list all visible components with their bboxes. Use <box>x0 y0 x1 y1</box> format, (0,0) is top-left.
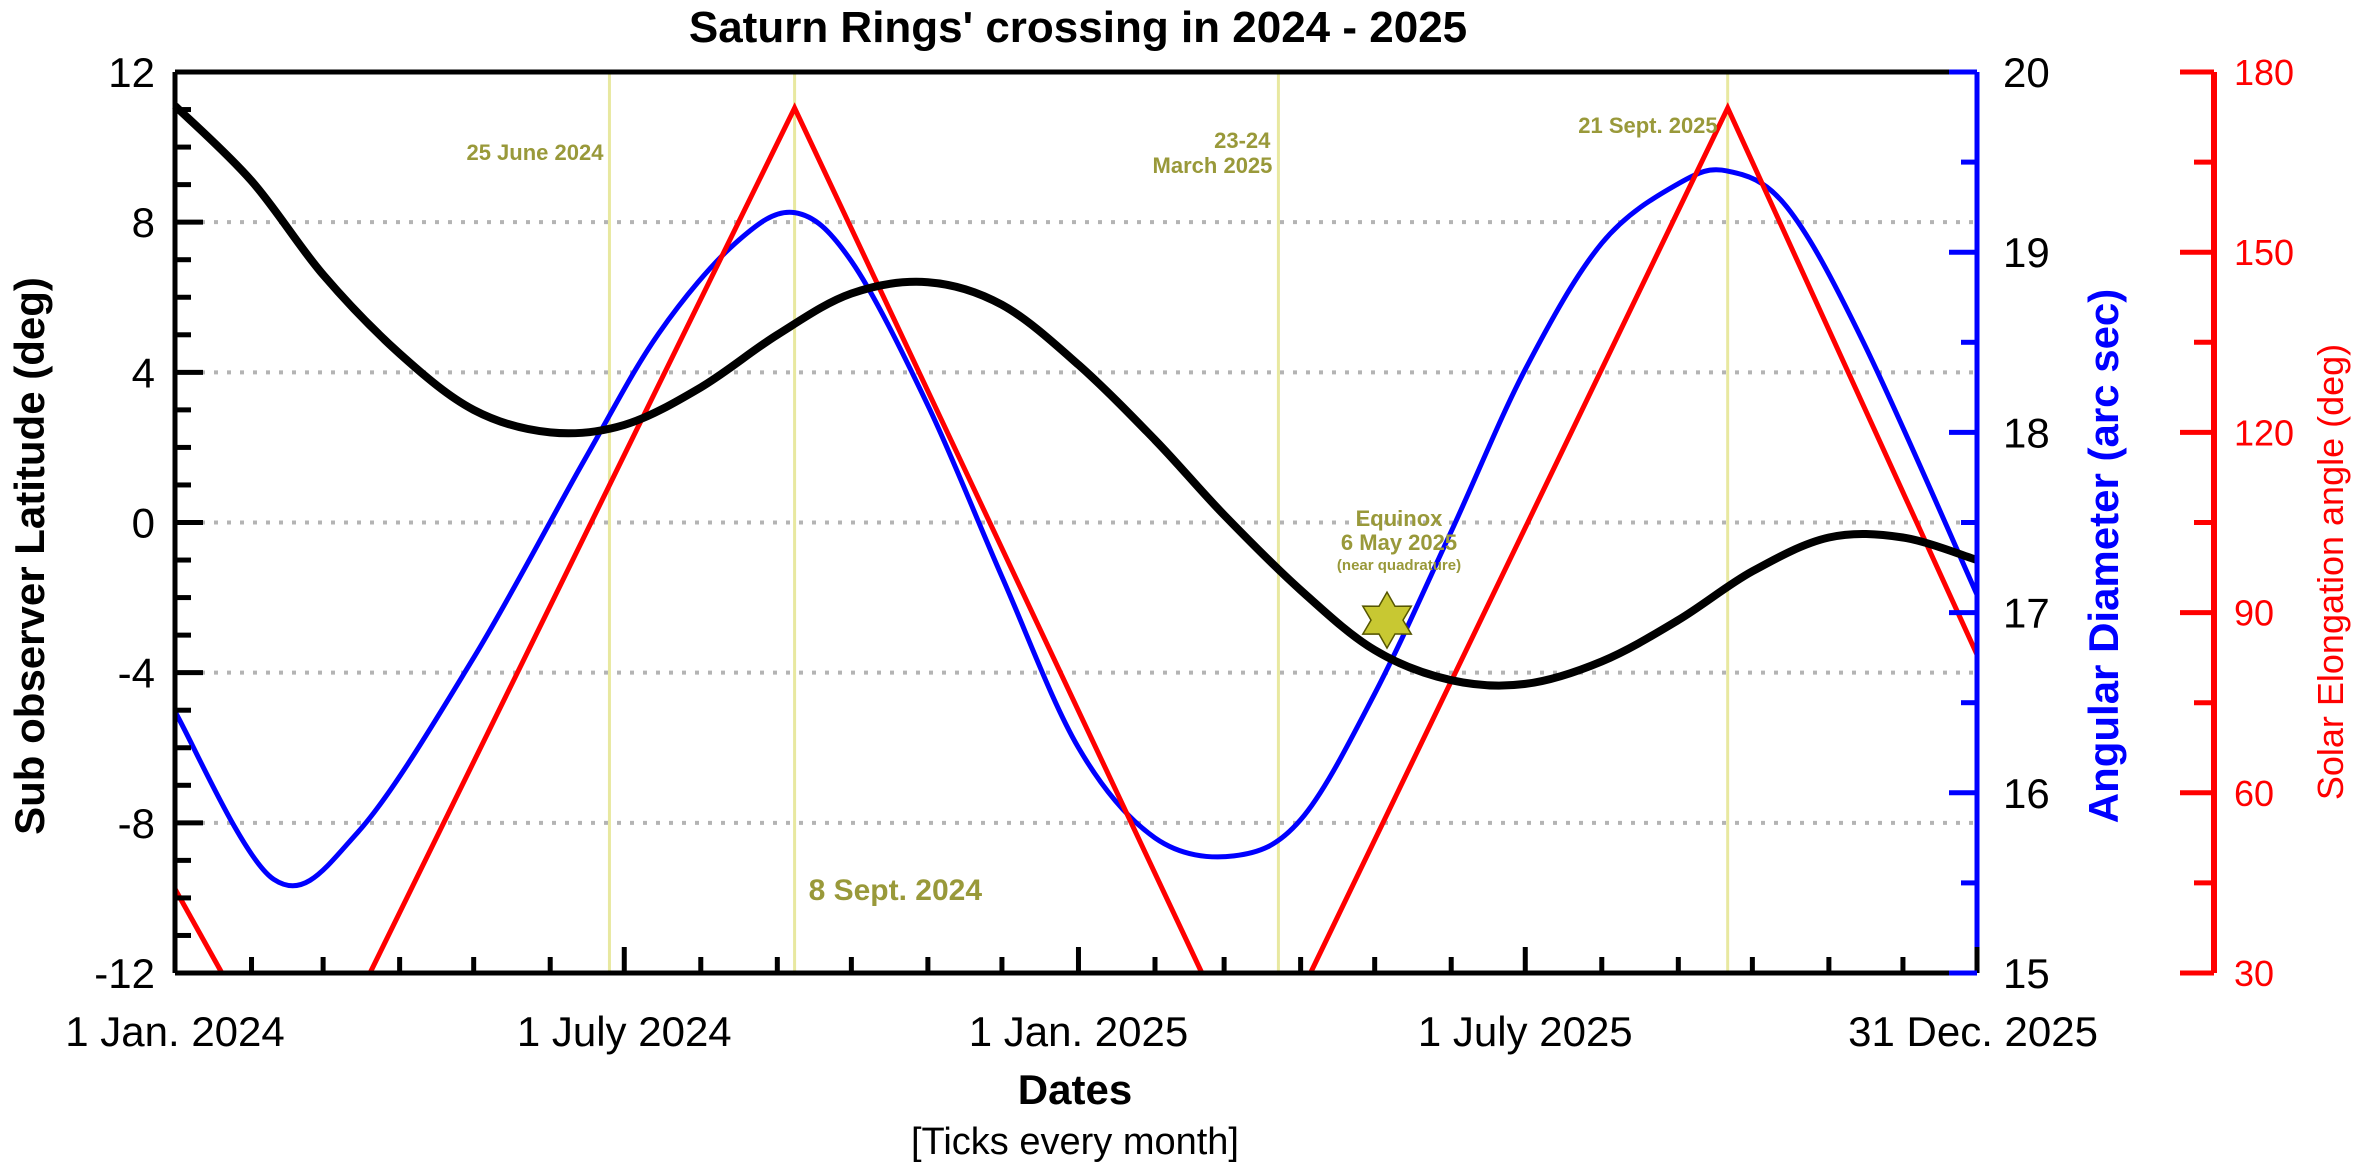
left-tick-label: 0 <box>132 500 155 547</box>
left-tick-label: 4 <box>132 349 155 396</box>
x-tick-label: 1 Jan. 2025 <box>969 1008 1189 1055</box>
left-tick-label: 8 <box>132 199 155 246</box>
elongation-tick-label: 120 <box>2234 412 2294 453</box>
equinox-star-icon <box>1361 590 1413 650</box>
chart-title: Saturn Rings' crossing in 2024 - 2025 <box>689 3 1467 52</box>
x-tick-label: 31 Dec. 2025 <box>1848 1008 2098 1055</box>
elongation-series-segment <box>1308 102 1980 975</box>
text-layer: Saturn Rings' crossing in 2024 - 2025 Da… <box>6 3 2351 1163</box>
elongation-series-segment <box>367 102 1205 975</box>
diameter-tick-label: 19 <box>2003 229 2050 276</box>
angular-diameter-series-line <box>172 167 1980 889</box>
elongation-tick-label: 30 <box>2234 953 2274 994</box>
x-axis-note: [Ticks every month] <box>911 1121 1239 1163</box>
series-layer <box>172 102 1980 975</box>
event-label: 25 June 2024 <box>466 140 604 165</box>
elongation-series-segment <box>172 887 225 975</box>
equinox-label-line: 6 May 2025 <box>1341 530 1457 555</box>
left-tick-label: 12 <box>108 49 155 96</box>
event-label: 21 Sept. 2025 <box>1578 113 1717 138</box>
angular-diameter-axis-label: Angular Diameter (arc sec) <box>2080 289 2127 824</box>
event-label: 8 Sept. 2024 <box>809 874 983 907</box>
diameter-tick-label: 20 <box>2003 49 2050 96</box>
diameter-tick-label: 15 <box>2003 950 2050 997</box>
left-axis-label: Sub observer Latitude (deg) <box>6 277 53 835</box>
x-tick-label: 1 Jan. 2024 <box>65 1008 285 1055</box>
elongation-tick-label: 90 <box>2234 593 2274 634</box>
axes-layer <box>172 69 2217 976</box>
elongation-tick-label: 60 <box>2234 773 2274 814</box>
diameter-tick-label: 18 <box>2003 409 2050 456</box>
x-tick-label: 1 July 2024 <box>517 1008 732 1055</box>
event-label-line: March 2025 <box>1153 153 1273 178</box>
left-tick-label: -4 <box>118 650 155 697</box>
latitude-series-line <box>172 102 1979 690</box>
elongation-tick-label: 180 <box>2234 52 2294 93</box>
x-axis-label: Dates <box>1018 1066 1132 1113</box>
diameter-tick-label: 16 <box>2003 770 2050 817</box>
event-label-line: 23-24 <box>1214 128 1271 153</box>
equinox-label-line: Equinox <box>1356 506 1444 531</box>
elongation-axis-label: Solar Elongation angle (deg) <box>2310 344 2351 800</box>
left-tick-label: -12 <box>94 950 155 997</box>
event-lines-layer <box>607 72 1730 973</box>
x-tick-label: 1 July 2025 <box>1418 1008 1633 1055</box>
grid-layer <box>175 220 1977 825</box>
diameter-tick-label: 17 <box>2003 590 2050 637</box>
equinox-label-line: (near quadrature) <box>1337 557 1461 574</box>
elongation-tick-label: 150 <box>2234 232 2294 273</box>
left-tick-label: -8 <box>118 800 155 847</box>
